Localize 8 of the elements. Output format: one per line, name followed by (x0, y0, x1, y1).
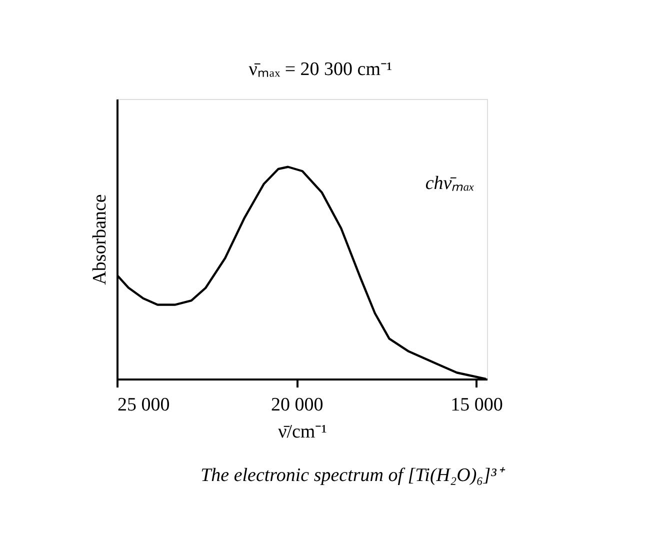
text: The electronic spectrum of [Ti(H₂O)₆]³⁺ (200, 465, 506, 486)
text: ν̄ₘₐₓ = 20 300 cm⁻¹ (248, 59, 393, 80)
x-tick-label: 25 000 (118, 394, 170, 416)
x-tick-label: 20 000 (270, 394, 324, 416)
y-axis-title: Absorbance (90, 194, 110, 285)
x-axis-title: ν̄/cm⁻¹ (278, 422, 328, 442)
annotation: chν̄ₘₐₓ (425, 173, 475, 194)
x-tick-label: 15 000 (450, 394, 503, 416)
